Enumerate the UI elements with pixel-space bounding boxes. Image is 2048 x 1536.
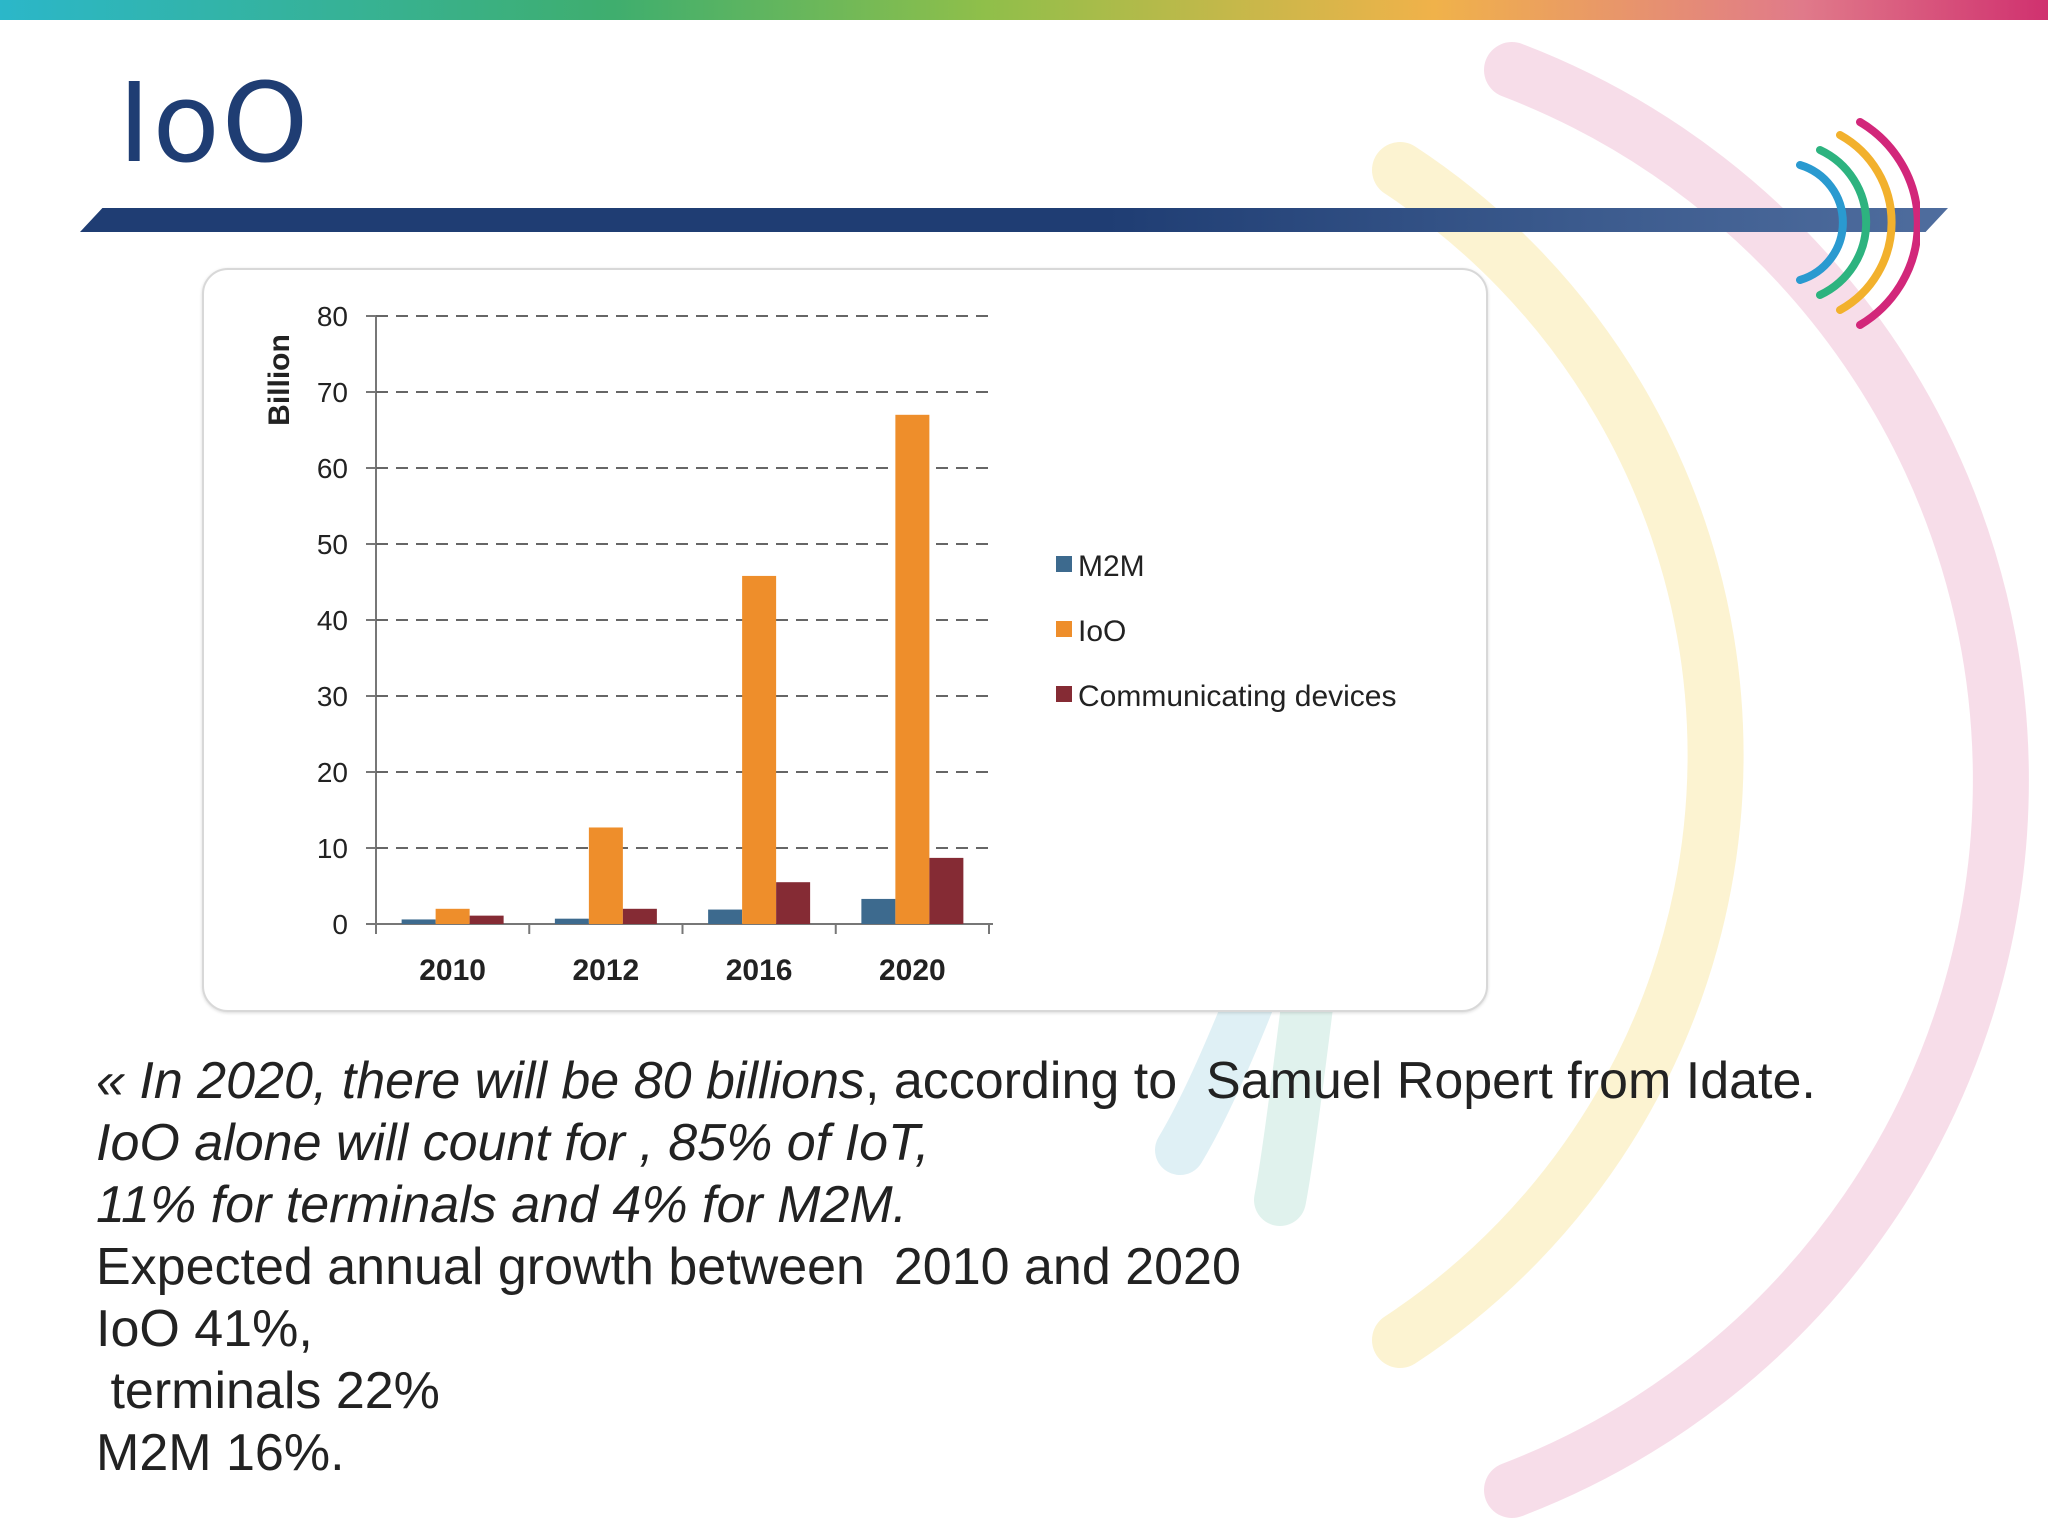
bar-ioo-2012 xyxy=(588,827,623,924)
chart-card: Billion 0 10 20 30 40 50 60 70 80 2010 2012 2016 20… xyxy=(202,268,1488,1012)
y-tick-label: 30 xyxy=(317,681,348,712)
legend-label: Communicating devices xyxy=(1078,680,1396,713)
y-tick-label: 80 xyxy=(317,301,348,332)
legend-swatch xyxy=(1056,621,1072,637)
bar-communicating-devices-2012 xyxy=(622,908,657,924)
x-tick-label: 2016 xyxy=(726,954,793,987)
legend-swatch xyxy=(1056,686,1072,702)
quote-line-2: IoO alone will count for , 85% of IoT, xyxy=(96,1114,930,1172)
bar-m2m-2012 xyxy=(554,918,589,924)
x-tick-label: 2010 xyxy=(419,954,486,987)
top-color-bar xyxy=(0,0,2048,20)
y-tick-label: 70 xyxy=(317,377,348,408)
quote-line-6: terminals 22% xyxy=(96,1362,440,1420)
quote-line-7: M2M 16%. xyxy=(96,1424,345,1482)
title-underline-bar xyxy=(80,208,1948,232)
quote-line-5: IoO 41%, xyxy=(96,1300,313,1358)
bar-ioo-2010 xyxy=(435,908,470,924)
bar-m2m-2020 xyxy=(861,898,896,924)
legend-swatch xyxy=(1056,556,1072,572)
legend-label: IoO xyxy=(1078,615,1126,648)
x-tick-label: 2012 xyxy=(573,954,640,987)
bar-communicating-devices-2016 xyxy=(776,882,811,924)
quote-text: « In 2020, there will be 80 billions, ac… xyxy=(96,1050,1996,1484)
legend-label: M2M xyxy=(1078,550,1145,583)
y-tick-label: 0 xyxy=(332,909,348,940)
y-tick-label: 40 xyxy=(317,605,348,636)
quote-line-4: Expected annual growth between 2010 and … xyxy=(96,1238,1241,1296)
bar-ioo-2020 xyxy=(895,414,930,924)
bar-m2m-2016 xyxy=(708,909,743,924)
quote-line-3: 11% for terminals and 4% for M2M. xyxy=(96,1176,908,1234)
y-tick-label: 10 xyxy=(317,833,348,864)
x-tick-label: 2020 xyxy=(879,954,946,987)
bar-chart: Billion 0 10 20 30 40 50 60 70 80 2010 2012 2016 20… xyxy=(263,301,1396,987)
slide-title: IoO xyxy=(118,59,311,187)
bar-ioo-2016 xyxy=(742,575,777,924)
quote-line-1-rest: , according to Samuel Ropert from Idate. xyxy=(864,1052,1816,1110)
y-tick-label: 50 xyxy=(317,529,348,560)
bar-communicating-devices-2010 xyxy=(469,915,504,924)
y-tick-label: 20 xyxy=(317,757,348,788)
quote-line-1-italic: « In 2020, there will be 80 billions xyxy=(96,1052,865,1110)
signal-waves-logo-icon xyxy=(1796,118,1920,329)
bar-communicating-devices-2020 xyxy=(929,857,964,924)
y-tick-label: 60 xyxy=(317,453,348,484)
bar-m2m-2010 xyxy=(401,919,436,924)
y-axis-label: Billion xyxy=(263,334,296,426)
